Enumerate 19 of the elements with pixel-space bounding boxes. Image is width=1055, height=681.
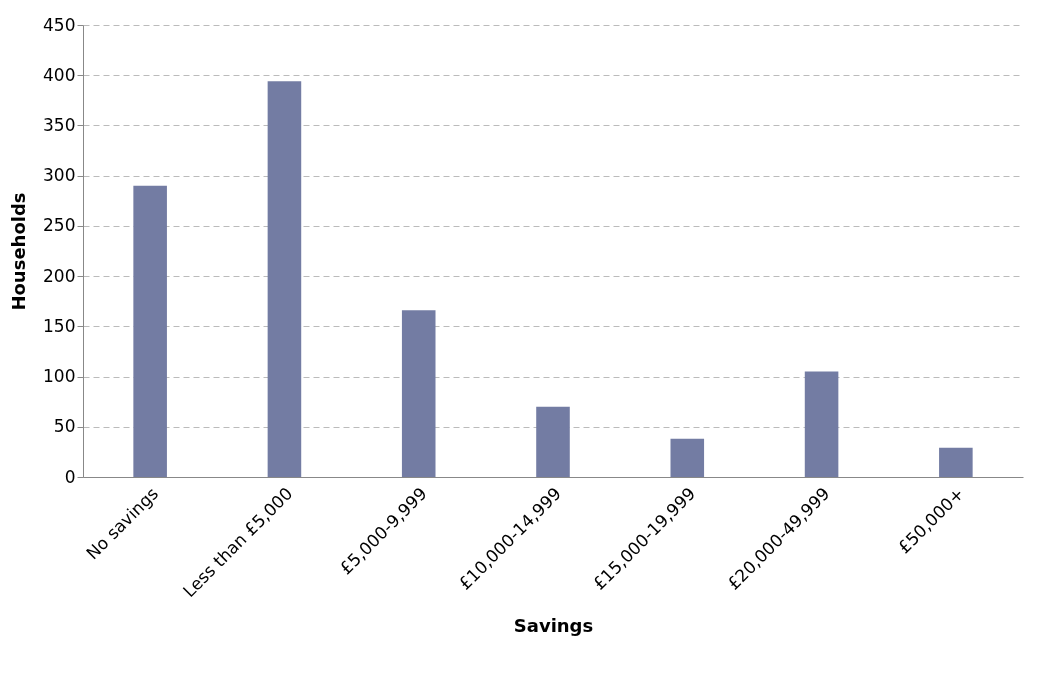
bar	[267, 81, 302, 477]
bar	[401, 310, 436, 477]
bar	[804, 371, 839, 477]
y-tick-label: 350	[43, 114, 76, 135]
x-axis-title: Savings	[513, 615, 594, 637]
y-tick-label: 400	[43, 64, 76, 85]
y-axis-title: Households	[8, 192, 30, 311]
y-tick-label: 200	[43, 265, 76, 286]
bar	[133, 185, 167, 477]
y-tick-label: 0	[64, 466, 76, 487]
y-tick-label: 250	[43, 215, 76, 236]
y-tick-label: 100	[43, 366, 76, 387]
y-tick-label: 50	[53, 416, 76, 437]
bar	[670, 438, 705, 477]
bar	[939, 447, 973, 477]
y-tick-label: 300	[43, 165, 76, 186]
y-tick-label: 450	[43, 14, 76, 35]
y-tick-label: 150	[43, 315, 76, 336]
bar	[536, 406, 570, 477]
